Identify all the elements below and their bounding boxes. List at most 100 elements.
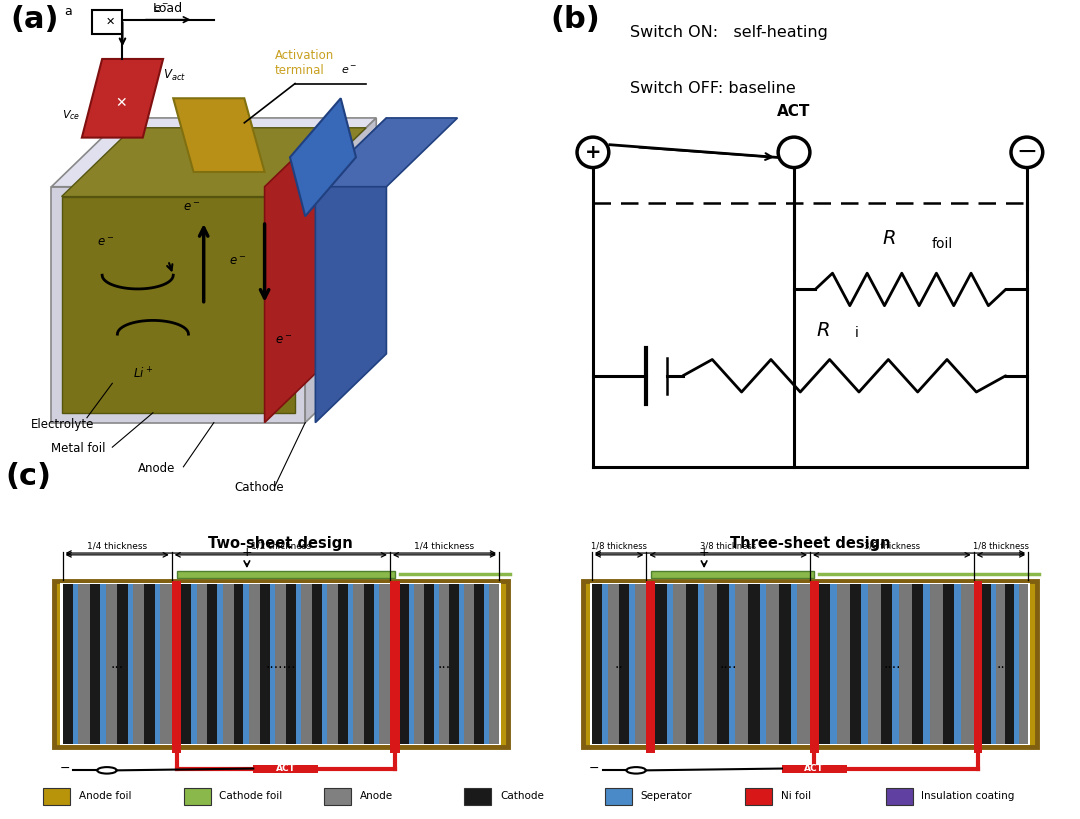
Text: Anode: Anode xyxy=(138,462,175,475)
Polygon shape xyxy=(315,118,387,423)
Bar xyxy=(831,584,837,744)
Bar xyxy=(63,584,172,744)
Bar xyxy=(118,584,127,744)
Bar xyxy=(459,584,463,744)
Bar xyxy=(60,583,501,744)
Bar xyxy=(409,584,414,744)
Bar xyxy=(54,581,508,747)
Text: ACT: ACT xyxy=(805,764,824,773)
Text: $e^-$: $e^-$ xyxy=(274,334,293,347)
Text: Electrolyte: Electrolyte xyxy=(31,418,94,431)
Text: 1/2 thickness: 1/2 thickness xyxy=(251,541,311,550)
Text: $e^-$: $e^-$ xyxy=(153,3,170,15)
Text: i: i xyxy=(855,326,859,340)
Text: $e^-$: $e^-$ xyxy=(97,236,114,249)
Text: −: − xyxy=(589,762,599,775)
Bar xyxy=(886,789,913,804)
Bar xyxy=(729,584,735,744)
Bar xyxy=(819,584,831,744)
Bar xyxy=(63,584,73,744)
Text: −: − xyxy=(1016,140,1038,165)
Text: Metal foil: Metal foil xyxy=(52,442,106,455)
Text: 3/8 thickness: 3/8 thickness xyxy=(864,541,920,550)
Bar xyxy=(983,584,1028,744)
Bar xyxy=(400,584,499,744)
Bar xyxy=(912,584,923,744)
Bar xyxy=(73,584,79,744)
Text: $e^-$: $e^-$ xyxy=(341,65,357,76)
Polygon shape xyxy=(82,59,163,138)
Text: .......: ....... xyxy=(266,657,296,671)
Text: $R$: $R$ xyxy=(882,229,896,248)
Bar xyxy=(748,584,760,744)
Text: Insulation coating: Insulation coating xyxy=(921,791,1014,802)
Bar xyxy=(184,789,211,804)
Polygon shape xyxy=(315,118,458,187)
Text: Three-sheet design: Three-sheet design xyxy=(730,536,890,550)
Text: 1/4 thickness: 1/4 thickness xyxy=(415,541,474,550)
Text: +: + xyxy=(242,546,253,559)
Bar xyxy=(217,584,222,744)
Bar xyxy=(760,584,766,744)
Bar xyxy=(656,584,810,744)
Bar xyxy=(603,584,608,744)
Bar xyxy=(779,584,791,744)
Text: ....: .... xyxy=(883,657,901,671)
Bar xyxy=(656,584,666,744)
Text: 1/8 thickness: 1/8 thickness xyxy=(973,541,1029,550)
Bar xyxy=(923,584,930,744)
Bar xyxy=(233,584,243,744)
Text: 3/8 thickness: 3/8 thickness xyxy=(700,541,756,550)
Text: $e^-$: $e^-$ xyxy=(229,256,246,269)
Bar xyxy=(698,584,704,744)
Bar xyxy=(259,584,270,744)
Bar xyxy=(650,571,814,577)
Text: $R$: $R$ xyxy=(816,320,829,340)
Text: ACT: ACT xyxy=(275,764,296,773)
Text: Two-sheet design: Two-sheet design xyxy=(208,536,353,550)
Bar xyxy=(583,581,1037,747)
Bar xyxy=(943,584,955,744)
Bar xyxy=(296,584,300,744)
Text: ACT: ACT xyxy=(778,104,811,120)
Text: 1/8 thickness: 1/8 thickness xyxy=(591,541,647,550)
Polygon shape xyxy=(306,118,376,423)
Bar xyxy=(374,584,379,744)
Bar xyxy=(92,10,122,34)
Polygon shape xyxy=(289,98,356,216)
Bar xyxy=(717,584,729,744)
Text: (b): (b) xyxy=(551,5,600,34)
Bar xyxy=(322,584,327,744)
Bar xyxy=(592,584,603,744)
Text: −: − xyxy=(59,762,70,775)
Text: Switch ON:   self-heating: Switch ON: self-heating xyxy=(630,25,828,40)
Text: (c): (c) xyxy=(5,462,52,491)
Text: 1/4 thickness: 1/4 thickness xyxy=(87,541,147,550)
Text: $V_{act}$: $V_{act}$ xyxy=(163,68,186,83)
Bar xyxy=(686,584,698,744)
Bar xyxy=(484,584,488,744)
Bar xyxy=(270,584,274,744)
Bar xyxy=(892,584,899,744)
Bar xyxy=(364,584,374,744)
Text: Cathode foil: Cathode foil xyxy=(219,791,283,802)
Bar xyxy=(172,581,181,753)
Polygon shape xyxy=(52,187,306,423)
Bar xyxy=(810,581,819,753)
Text: a: a xyxy=(64,5,72,18)
Bar xyxy=(348,584,353,744)
Bar xyxy=(191,584,197,744)
Text: ..: .. xyxy=(615,657,623,671)
Bar xyxy=(666,584,673,744)
Text: Cathode: Cathode xyxy=(234,482,284,495)
Bar xyxy=(154,584,160,744)
Text: $e^-$: $e^-$ xyxy=(184,201,201,215)
Bar xyxy=(605,789,632,804)
Bar xyxy=(177,571,395,577)
Bar xyxy=(646,581,654,753)
Bar xyxy=(983,584,991,744)
Bar xyxy=(819,584,974,744)
Bar xyxy=(974,581,983,753)
Text: $V_{ce}$: $V_{ce}$ xyxy=(62,108,80,122)
Polygon shape xyxy=(62,197,295,413)
